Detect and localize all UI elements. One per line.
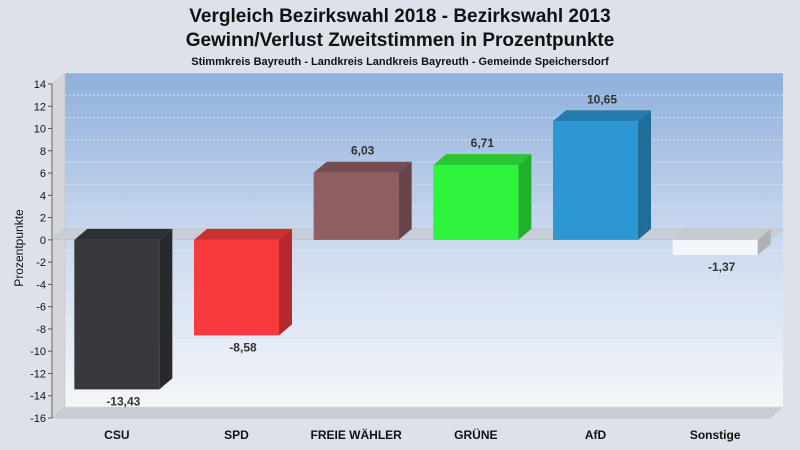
bar [74,239,160,390]
bar-side [279,228,292,336]
data-label: -8,58 [229,340,257,354]
floor [51,406,784,419]
bar-top [74,228,173,240]
x-tick-label: GRÜNE [454,427,497,442]
chart-subtitle: Stimmkreis Bayreuth - Landkreis Landkrei… [191,56,609,68]
x-tick-label: AfD [585,428,607,442]
bar [194,239,279,336]
y-tick-label: -4 [36,279,46,291]
y-tick-label: 12 [34,101,46,113]
x-tick-label: CSU [104,428,129,442]
y-tick-label: -6 [36,302,46,314]
y-tick-label: 10 [34,124,46,136]
bar-top [313,161,412,173]
y-axis-label: Prozentpunkte [12,209,26,287]
y-tick-label: -16 [30,413,46,425]
data-label: 6,71 [471,136,495,150]
y-tick-label: -14 [30,391,46,403]
plot-area: 14 12 10 8 6 4 2 0 -2 -4 -6 -8 -10 -12 -14 -16 -13,43 CSU… [30,72,784,442]
bar-top [553,110,651,122]
bar-top [433,154,532,166]
bar-side [398,161,412,240]
y-tick-label: -2 [36,257,46,269]
data-label: -1,37 [708,260,736,274]
bar [433,165,519,240]
y-tick-label: 2 [40,213,46,225]
bar-top [672,228,771,240]
y-tick-label: 4 [40,190,46,202]
bar-top [194,228,292,240]
bar [313,172,399,240]
y-tick-label: 0 [40,235,46,247]
bar [672,239,758,256]
data-label: -13,43 [106,394,140,408]
x-tick-label: FREIE WÄHLER [310,427,402,442]
chart-title: Vergleich Bezirkswahl 2018 - Bezirkswahl… [189,6,610,27]
x-tick-label: Sonstige [690,428,741,442]
y-tick-label: 14 [34,79,46,91]
data-label: 10,65 [587,92,617,106]
x-tick-label: SPD [224,428,249,442]
y-tick-label: 8 [40,146,46,158]
y-tick-label: 6 [40,168,46,180]
bar-side [757,228,771,256]
bar-side [518,154,532,240]
bar [553,121,638,240]
data-label: 6,03 [351,144,375,158]
bar-side [638,110,651,240]
y-tick-label: -8 [36,324,46,336]
y-tick-label: -12 [30,368,46,380]
y-tick-label: -10 [30,346,46,358]
bar-side [159,228,173,390]
left-wall [51,72,66,419]
chart-title-2: Gewinn/Verlust Zweitstimmen in Prozentpu… [186,30,615,51]
